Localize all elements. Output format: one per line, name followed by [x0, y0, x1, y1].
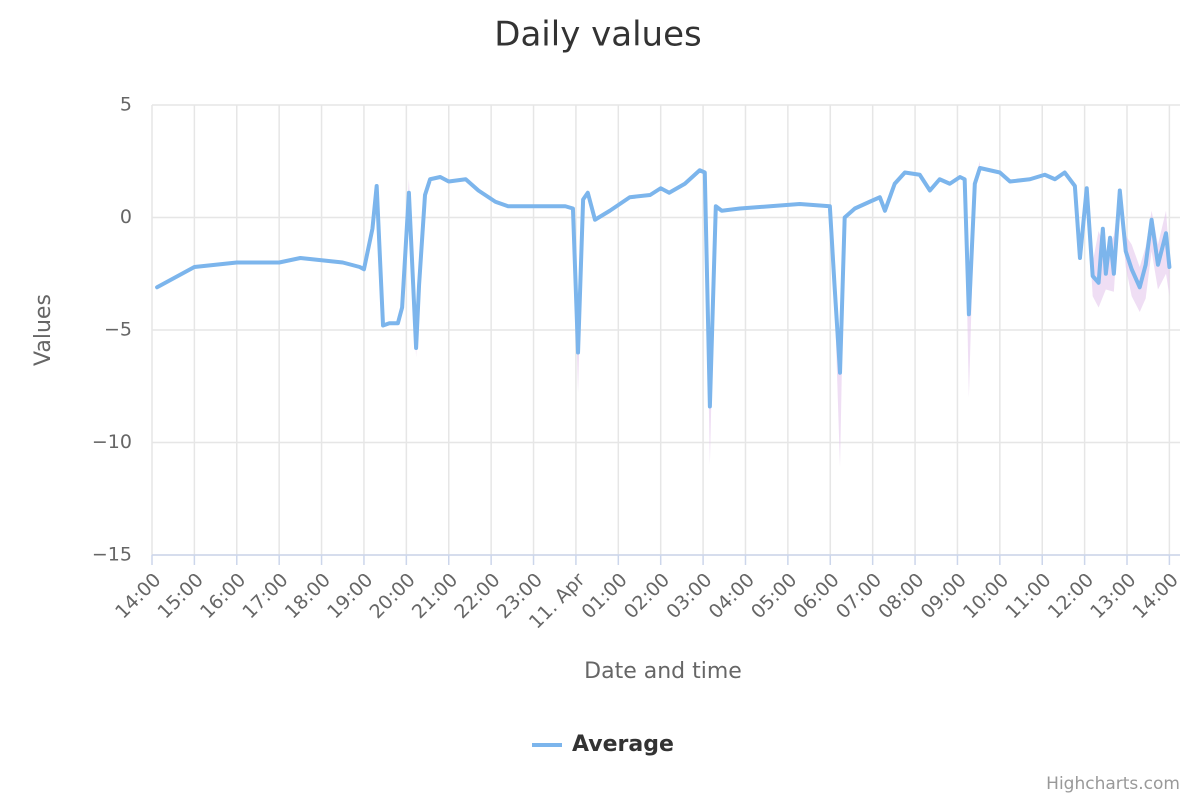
x-tick-label: 06:00 [789, 569, 843, 623]
x-tick-label: 12:00 [1044, 569, 1098, 623]
x-tick-label: 07:00 [832, 569, 886, 623]
x-tick-label: 14:00 [111, 569, 165, 623]
y-tick-label: −15 [92, 544, 132, 566]
y-tick-label: −5 [104, 319, 132, 341]
x-tick-label: 21:00 [408, 569, 462, 623]
x-axis-title: Date and time [584, 659, 742, 684]
x-tick-label: 09:00 [917, 569, 971, 623]
x-tick-label: 14:00 [1129, 569, 1183, 623]
legend-label: Average [572, 732, 674, 757]
y-axis-title: Values [31, 294, 56, 366]
x-tick-label: 15:00 [154, 569, 208, 623]
y-tick-label: 0 [120, 206, 132, 228]
chart-title: Daily values [494, 15, 701, 55]
credits: Highcharts.com [1046, 774, 1180, 794]
x-tick-label: 03:00 [662, 569, 716, 623]
x-tick-label: 17:00 [238, 569, 292, 623]
x-tick-label: 11:00 [1001, 569, 1055, 623]
x-tick-label: 16:00 [196, 569, 250, 623]
x-tick-label: 10:00 [959, 569, 1013, 623]
x-tick-label: 13:00 [1086, 569, 1140, 623]
x-tick-label: 05:00 [747, 569, 801, 623]
x-tick-label: 04:00 [705, 569, 759, 623]
x-tick-label: 19:00 [323, 569, 377, 623]
x-tick-label: 02:00 [620, 569, 674, 623]
y-tick-label: −10 [92, 431, 132, 453]
x-tick-label: 01:00 [577, 569, 631, 623]
line [155, 166, 1172, 409]
x-tick-label: 20:00 [365, 569, 419, 623]
x-tick-label: 08:00 [874, 569, 928, 623]
x-tick-label: 22:00 [450, 569, 504, 623]
y-tick-label: 5 [120, 94, 132, 116]
x-tick-label: 18:00 [281, 569, 335, 623]
